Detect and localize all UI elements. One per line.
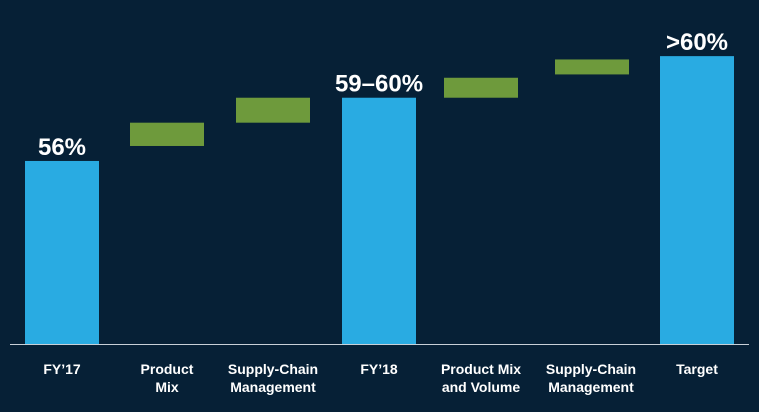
total-bar: [660, 56, 734, 345]
bar-value-label: 59–60%: [335, 71, 423, 98]
increase-bar: [130, 122, 204, 146]
category-label: Product Mix: [141, 361, 194, 395]
increase-bar: [555, 59, 629, 75]
increase-bar: [444, 77, 518, 98]
bar-value-label: >60%: [666, 29, 728, 56]
increase-bar: [236, 97, 310, 123]
category-label: Target: [676, 361, 718, 377]
category-label: FY’17: [43, 361, 81, 377]
category-label: FY’18: [360, 361, 398, 377]
category-label: Supply-Chain Management: [546, 361, 636, 395]
category-label: Product Mix and Volume: [441, 361, 521, 395]
bar-value-label: 56%: [38, 134, 86, 161]
total-bar: [25, 160, 99, 344]
category-label: Supply-Chain Management: [228, 361, 318, 395]
total-bar: [342, 97, 416, 344]
